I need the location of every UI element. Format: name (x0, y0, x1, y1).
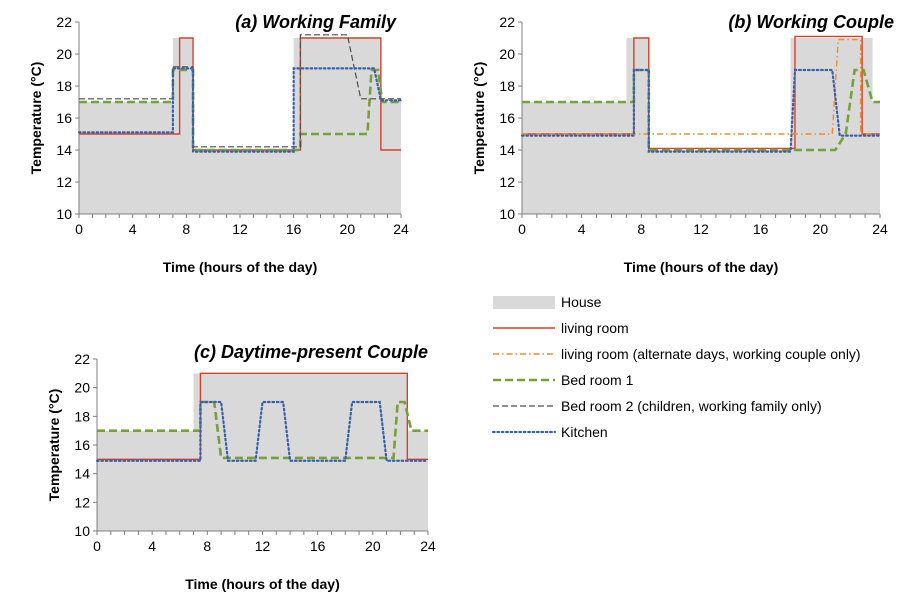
x-tick-label: 8 (637, 221, 645, 237)
y-tick-label: 16 (499, 110, 515, 126)
legend-label: Kitchen (561, 424, 608, 440)
legend-swatch (493, 296, 555, 309)
y-tick-label: 16 (74, 437, 90, 453)
x-tick-label: 16 (753, 221, 769, 237)
series-bed-room-2-line (79, 34, 401, 148)
y-tick-label: 18 (74, 408, 90, 424)
series-kitchen-line (77, 67, 403, 153)
legend-item-bed-room-1: Bed room 1 (493, 372, 634, 388)
series-bed-room-1-line (97, 400, 428, 460)
legend-label: Bed room 2 (children, working family onl… (561, 398, 822, 414)
series-kitchen-line (520, 68, 882, 153)
y-tick-label: 14 (74, 466, 90, 482)
y-tick-label: 10 (56, 206, 72, 222)
y-tick-label: 22 (56, 14, 72, 30)
y-tick-label: 20 (56, 46, 72, 62)
chart-title: (c) Daytime-present Couple (194, 342, 428, 362)
x-tick-label: 24 (872, 221, 888, 237)
y-tick-label: 14 (499, 142, 515, 158)
series-house-area (97, 373, 428, 531)
series-living-room-line (97, 372, 428, 461)
y-axis-label: Temperature (°C) (471, 62, 487, 175)
y-tick-label: 20 (499, 46, 515, 62)
legend-label: living room (alternate days, working cou… (561, 346, 861, 362)
x-tick-label: 12 (255, 538, 271, 554)
x-tick-label: 20 (365, 538, 381, 554)
y-tick-label: 18 (56, 78, 72, 94)
legend-label: House (561, 294, 602, 310)
x-tick-label: 4 (578, 221, 586, 237)
x-tick-label: 8 (182, 221, 190, 237)
legend-item-living-room: living room (493, 320, 629, 336)
y-axis-label: Temperature (°C) (28, 62, 44, 175)
x-tick-label: 8 (203, 538, 211, 554)
legend-item-living-room-alt: living room (alternate days, working cou… (493, 346, 861, 362)
legend-label: living room (561, 320, 629, 336)
chart-panel-1: 10 12 14 16 18 20 22 0 4 8 12 16 20 24 Time (hours of … (471, 12, 894, 275)
y-tick-label: 20 (74, 380, 90, 396)
y-tick-label: 12 (74, 494, 90, 510)
series-house-area (522, 38, 880, 214)
x-tick-label: 0 (518, 221, 526, 237)
x-tick-label: 0 (75, 221, 83, 237)
y-tick-label: 10 (499, 206, 515, 222)
x-tick-label: 16 (310, 538, 326, 554)
y-tick-label: 12 (56, 174, 72, 190)
y-tick-label: 22 (499, 14, 515, 30)
x-tick-label: 12 (232, 221, 248, 237)
x-tick-label: 20 (813, 221, 829, 237)
y-tick-label: 18 (499, 78, 515, 94)
legend: House living room living room (alternate d… (491, 294, 861, 440)
chart-title: (b) Working Couple (728, 12, 894, 32)
x-tick-label: 20 (340, 221, 356, 237)
y-axis-label: Temperature (°C) (46, 389, 62, 502)
chart-panel-0: 10 12 14 16 18 20 22 0 4 8 12 16 20 24 Time (hours of … (28, 12, 409, 275)
legend-label: Bed room 1 (561, 372, 634, 388)
y-tick-label: 14 (56, 142, 72, 158)
x-tick-label: 24 (420, 538, 436, 554)
y-tick-label: 22 (74, 351, 90, 367)
y-tick-label: 12 (499, 174, 515, 190)
y-tick-label: 10 (74, 523, 90, 539)
x-tick-label: 0 (93, 538, 101, 554)
x-tick-label: 4 (148, 538, 156, 554)
x-axis-label: Time (hours of the day) (185, 576, 340, 592)
chart-panel-2: 10 12 14 16 18 20 22 0 4 8 12 16 20 24 Time (hours of … (46, 342, 436, 592)
series-living-room-alt-line (522, 38, 880, 135)
x-tick-label: 16 (286, 221, 302, 237)
series-house-area (79, 38, 401, 214)
x-tick-label: 4 (129, 221, 137, 237)
x-axis-label: Time (hours of the day) (624, 259, 779, 275)
x-axis-label: Time (hours of the day) (163, 259, 318, 275)
x-tick-label: 12 (693, 221, 709, 237)
legend-item-house: House (493, 294, 602, 310)
series-kitchen-line (95, 400, 430, 462)
chart-title: (a) Working Family (235, 12, 397, 32)
x-tick-label: 24 (393, 221, 409, 237)
legend-item-bed-room-2: Bed room 2 (children, working family onl… (493, 398, 822, 414)
y-tick-label: 16 (56, 110, 72, 126)
legend-item-kitchen: Kitchen (491, 424, 608, 440)
